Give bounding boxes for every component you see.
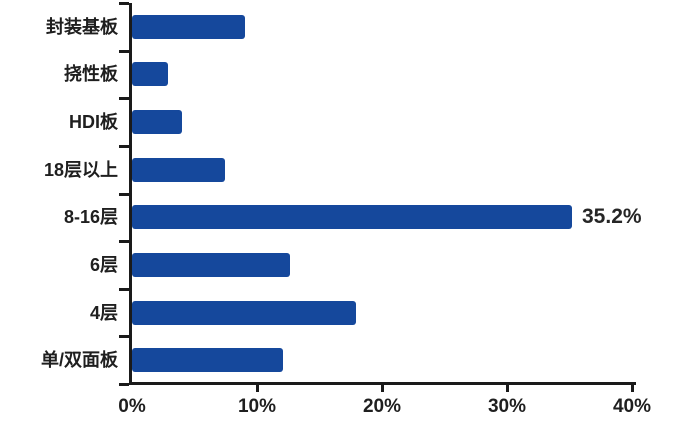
x-axis-tick	[256, 384, 259, 392]
bar-4	[132, 157, 225, 182]
x-axis-tick	[381, 384, 384, 392]
y-axis-tick	[119, 49, 129, 53]
bar-7	[132, 300, 356, 325]
y-axis-line	[129, 3, 132, 384]
y-axis-tick	[119, 97, 129, 101]
bar-6	[132, 252, 290, 277]
y-axis-tick	[119, 240, 129, 244]
category-label: 8-16层	[63, 207, 118, 228]
bar-2	[132, 62, 169, 87]
bar-value-label: 35.2%	[582, 205, 642, 229]
y-axis-tick	[119, 287, 129, 291]
x-axis-tick-label: 10%	[237, 396, 277, 417]
x-axis-tick	[506, 384, 509, 392]
x-axis-line	[129, 382, 636, 385]
bar-3	[132, 110, 182, 135]
y-axis-tick	[119, 2, 129, 5]
category-label: 4层	[89, 302, 118, 323]
bar-5	[132, 205, 572, 230]
category-label: HDI板	[69, 112, 118, 133]
y-axis-tick	[119, 383, 129, 386]
y-axis-tick	[119, 144, 129, 148]
category-label: 6层	[89, 254, 118, 275]
category-label: 单/双面板	[40, 350, 118, 371]
bar-1	[132, 14, 245, 39]
category-label: 挠性板	[64, 64, 118, 85]
x-axis-tick-label: 30%	[487, 396, 527, 417]
category-label: 18层以上	[43, 159, 118, 180]
x-axis-tick	[631, 384, 634, 392]
x-axis-tick-label: 0%	[118, 396, 146, 417]
bar-8	[132, 348, 284, 373]
x-axis-tick-label: 40%	[612, 396, 652, 417]
x-axis-tick-label: 20%	[362, 396, 402, 417]
category-label: 封装基板	[46, 16, 118, 37]
y-axis-tick	[119, 335, 129, 339]
y-axis-tick	[119, 192, 129, 196]
